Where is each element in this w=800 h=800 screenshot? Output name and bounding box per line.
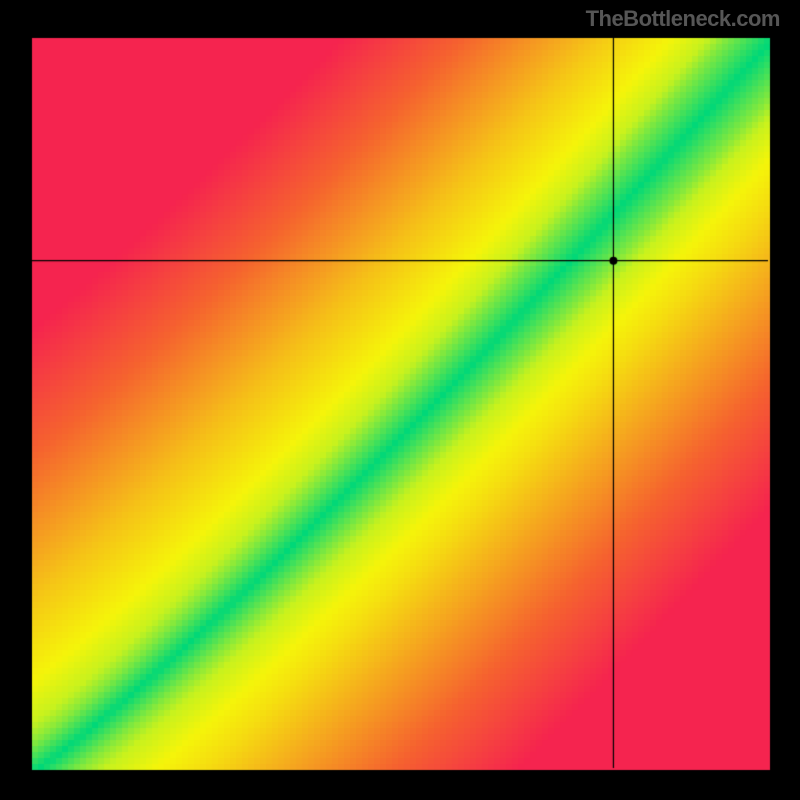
bottleneck-heatmap [0, 0, 800, 800]
root-container: TheBottleneck.com [0, 0, 800, 800]
watermark-text: TheBottleneck.com [586, 6, 780, 32]
